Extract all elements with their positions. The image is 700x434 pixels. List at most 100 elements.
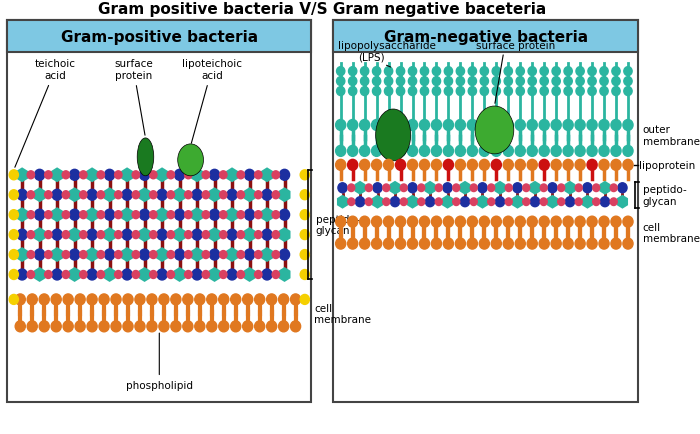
Circle shape [372, 146, 382, 157]
Circle shape [593, 198, 600, 206]
Circle shape [503, 217, 513, 227]
Circle shape [480, 120, 489, 131]
Text: (LPS): (LPS) [358, 52, 385, 62]
Circle shape [167, 171, 174, 179]
Circle shape [290, 321, 300, 332]
Circle shape [505, 184, 512, 192]
Circle shape [431, 217, 442, 227]
Polygon shape [156, 208, 168, 223]
Circle shape [300, 295, 309, 305]
Circle shape [360, 217, 370, 227]
Circle shape [237, 191, 244, 199]
Circle shape [587, 239, 597, 250]
Polygon shape [599, 181, 610, 195]
Circle shape [62, 211, 69, 219]
Circle shape [135, 294, 145, 305]
Circle shape [564, 67, 573, 76]
Circle shape [372, 217, 382, 227]
Circle shape [227, 190, 237, 201]
Circle shape [435, 184, 442, 192]
Circle shape [15, 294, 25, 305]
Circle shape [115, 211, 122, 219]
Circle shape [220, 231, 227, 239]
Circle shape [593, 184, 600, 192]
Circle shape [491, 146, 501, 157]
Circle shape [87, 190, 97, 201]
Circle shape [468, 160, 477, 171]
Circle shape [611, 239, 621, 250]
Circle shape [97, 251, 104, 259]
Circle shape [491, 239, 501, 250]
Circle shape [563, 120, 573, 131]
Circle shape [523, 184, 530, 192]
Polygon shape [156, 247, 168, 263]
Circle shape [335, 146, 346, 157]
Circle shape [300, 270, 309, 280]
Circle shape [255, 294, 265, 305]
Circle shape [431, 146, 442, 157]
Circle shape [418, 198, 425, 206]
Ellipse shape [178, 145, 204, 176]
Polygon shape [174, 227, 186, 243]
Circle shape [220, 171, 227, 179]
Circle shape [455, 160, 466, 171]
Circle shape [272, 251, 279, 259]
Circle shape [599, 217, 609, 227]
Circle shape [51, 321, 61, 332]
Polygon shape [69, 227, 81, 243]
Circle shape [587, 120, 597, 131]
Circle shape [408, 67, 416, 76]
Polygon shape [244, 188, 256, 203]
Circle shape [372, 87, 381, 96]
Circle shape [132, 231, 139, 239]
Circle shape [237, 251, 244, 259]
Circle shape [455, 120, 466, 131]
Circle shape [444, 67, 453, 76]
Polygon shape [209, 267, 220, 283]
Circle shape [505, 198, 512, 206]
Circle shape [599, 160, 609, 171]
Circle shape [63, 321, 74, 332]
Circle shape [150, 251, 157, 259]
Polygon shape [372, 195, 383, 209]
Circle shape [407, 120, 418, 131]
Circle shape [384, 160, 393, 171]
Circle shape [202, 231, 209, 239]
Circle shape [433, 77, 440, 86]
Circle shape [111, 321, 121, 332]
Circle shape [227, 270, 237, 280]
Circle shape [515, 146, 525, 157]
Circle shape [183, 294, 193, 305]
Text: outer
membrane: outer membrane [643, 125, 700, 146]
Polygon shape [34, 188, 46, 203]
Circle shape [15, 321, 25, 332]
Circle shape [9, 171, 18, 181]
Circle shape [34, 170, 45, 181]
Circle shape [167, 211, 174, 219]
Circle shape [360, 239, 370, 250]
Circle shape [623, 239, 633, 250]
Circle shape [515, 120, 525, 131]
Circle shape [587, 146, 597, 157]
Circle shape [115, 231, 122, 239]
Circle shape [192, 270, 202, 280]
Circle shape [373, 183, 382, 193]
Circle shape [539, 146, 550, 157]
Circle shape [150, 191, 157, 199]
Polygon shape [226, 208, 238, 223]
Circle shape [488, 184, 495, 192]
Polygon shape [209, 188, 220, 203]
Circle shape [356, 197, 365, 207]
Circle shape [444, 77, 453, 86]
Polygon shape [139, 188, 150, 203]
Polygon shape [34, 227, 46, 243]
Polygon shape [16, 168, 28, 183]
Circle shape [202, 271, 209, 279]
Circle shape [396, 67, 405, 76]
Circle shape [99, 294, 109, 305]
Circle shape [558, 184, 565, 192]
Circle shape [348, 146, 358, 157]
Circle shape [115, 171, 122, 179]
Circle shape [335, 217, 346, 227]
Circle shape [453, 198, 460, 206]
